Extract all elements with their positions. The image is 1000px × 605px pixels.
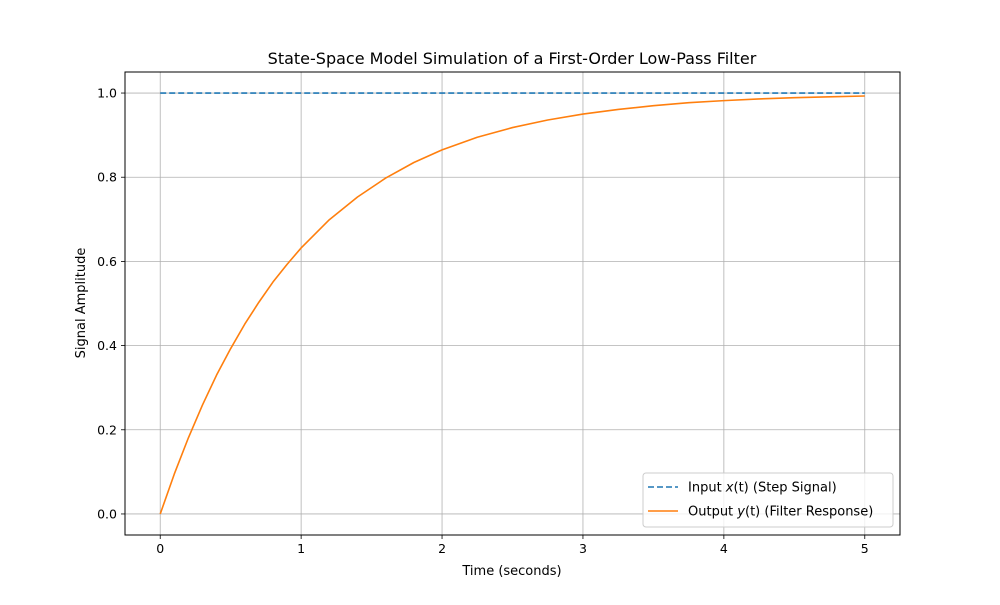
y-tick-label: 0.6 <box>97 254 117 269</box>
y-axis-label: Signal Amplitude <box>74 248 89 359</box>
legend-entry-label: Output y(t) (Filter Response) <box>688 505 873 520</box>
chart-title: State-Space Model Simulation of a First-… <box>268 49 757 68</box>
y-tick-label: 0.8 <box>97 170 117 185</box>
series-line-output <box>159 95 865 515</box>
plot-frame <box>124 71 901 536</box>
x-tick-label: 1 <box>297 541 305 556</box>
series-layer <box>159 92 865 515</box>
ticks: 0 1 2 3 4 5 0.0 0.2 0.4 0.6 0.8 1.0 <box>97 86 869 556</box>
y-tick-label: 0.2 <box>97 422 117 437</box>
y-tick-label: 0.0 <box>97 506 117 521</box>
y-tick-label: 0.4 <box>97 338 117 353</box>
x-tick-label: 2 <box>438 541 446 556</box>
x-axis-label: Time (seconds) <box>461 564 561 579</box>
y-tick-label: 1.0 <box>97 86 117 101</box>
x-tick-label: 3 <box>579 541 587 556</box>
x-tick-label: 0 <box>156 541 164 556</box>
x-tick-label: 5 <box>861 541 869 556</box>
legend-entry-label: Input x(t) (Step Signal) <box>688 481 837 496</box>
legend: Input x(t) (Step Signal) Output y(t) (Fil… <box>642 472 894 528</box>
x-tick-label: 4 <box>720 541 728 556</box>
legend-box <box>642 472 894 528</box>
